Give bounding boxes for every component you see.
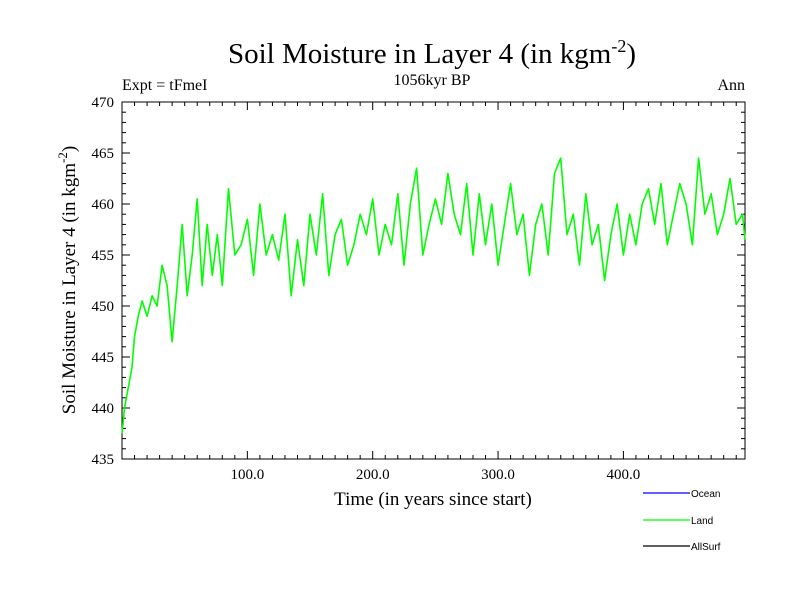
chart-title-main: Soil Moisture in Layer 4 (in kgm xyxy=(228,38,612,70)
legend-label-land: Land xyxy=(691,516,713,527)
y-tick-label: 470 xyxy=(92,95,115,111)
y-axis-ticks: 435 440 445 450 455 460 465 470 xyxy=(92,95,745,468)
legend-label-allsurf: AllSurf xyxy=(691,542,721,553)
series-line-land xyxy=(121,157,746,434)
legend-label-ocean: Ocean xyxy=(691,489,720,500)
y-tick-label: 465 xyxy=(92,146,115,162)
chart-title-close: ) xyxy=(626,38,636,70)
x-tick-label: 400.0 xyxy=(607,467,641,483)
legend: Ocean Land AllSurf xyxy=(643,489,721,553)
y-tick-label: 450 xyxy=(92,299,115,315)
y-axis-label-close: ) xyxy=(59,146,80,152)
chart-subtitle: 1056kyr BP xyxy=(394,72,471,89)
y-axis-label-superscript: -2 xyxy=(55,152,70,163)
experiment-label: Expt = tFmeI xyxy=(122,77,207,94)
y-tick-label: 435 xyxy=(92,452,115,468)
y-axis-label-main: Soil Moisture in Layer 4 (in kgm xyxy=(59,163,80,414)
y-axis-label: Soil Moisture in Layer 4 (in kgm-2) xyxy=(55,146,80,414)
x-tick-label: 100.0 xyxy=(230,467,264,483)
y-tick-label: 440 xyxy=(92,401,115,417)
chart-title: Soil Moisture in Layer 4 (in kgm-2) xyxy=(228,36,636,70)
x-axis-ticks: 100.0 200.0 300.0 400.0 xyxy=(134,102,737,483)
y-tick-label: 460 xyxy=(92,197,115,213)
season-label: Ann xyxy=(717,77,745,94)
y-tick-label: 455 xyxy=(92,248,115,264)
series-layer xyxy=(121,157,746,434)
chart-title-superscript: -2 xyxy=(611,36,626,56)
x-axis-label: Time (in years since start) xyxy=(334,489,532,510)
x-tick-label: 300.0 xyxy=(481,467,515,483)
y-tick-label: 445 xyxy=(92,350,115,366)
plot-area xyxy=(121,101,746,460)
x-tick-label: 200.0 xyxy=(356,467,390,483)
